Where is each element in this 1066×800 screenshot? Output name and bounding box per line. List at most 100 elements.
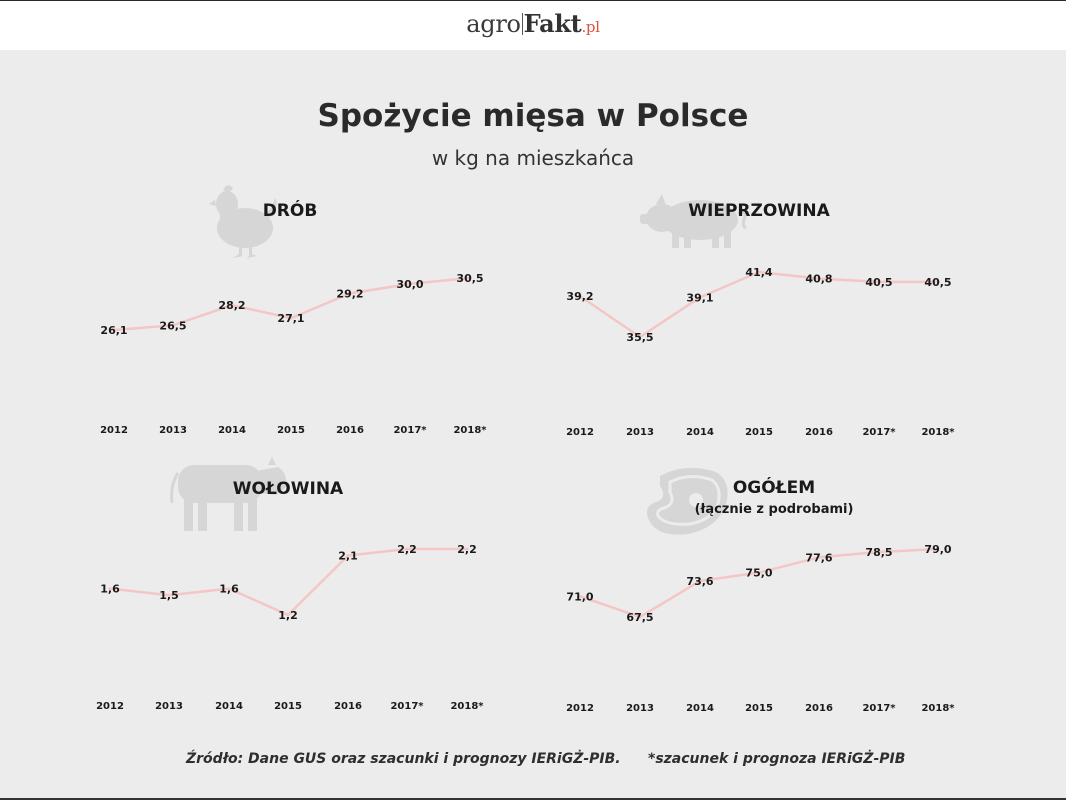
tick-label-2015: 2015 (274, 701, 302, 712)
data-label-2012: 39,2 (566, 290, 593, 303)
data-point-2017 (877, 550, 881, 554)
tick-label-2016: 2016 (805, 427, 833, 438)
data-point-2013 (167, 593, 171, 597)
chart-subtitle: (łącznie z podrobami) (695, 502, 854, 517)
data-label-2018: 2,2 (457, 543, 477, 556)
data-label-2014: 1,6 (219, 583, 239, 596)
cow-icon (170, 457, 287, 531)
data-label-2014: 28,2 (218, 299, 245, 312)
data-label-2012: 71,0 (566, 590, 593, 603)
data-label-2017: 40,5 (865, 276, 892, 289)
data-label-2018: 30,5 (456, 272, 483, 285)
estimate-note: *szacunek i prognoza IERiGŻ-PIB (648, 751, 906, 767)
data-point-2015 (286, 613, 290, 617)
chart-ogolem: OGÓŁEM (łącznie z podrobami) 71,0 2012 67,5 2… (566, 476, 955, 714)
data-point-2012 (112, 328, 116, 332)
series-line (109, 547, 467, 617)
source-note: Źródło: Dane GUS oraz szacunki i prognoz… (186, 751, 621, 767)
tick-label-2014: 2014 (218, 425, 246, 436)
chart-title: OGÓŁEM (733, 476, 815, 498)
tick-label-2017: 2017* (862, 427, 896, 438)
data-point-2012 (578, 294, 582, 298)
data-point-2015 (289, 316, 293, 320)
tick-label-2013: 2013 (626, 427, 654, 438)
data-label-2015: 27,1 (277, 312, 304, 325)
chart-title: WOŁOWINA (233, 479, 344, 499)
tick-label-2018: 2018* (921, 703, 955, 714)
chart-title: WIEPRZOWINA (688, 201, 830, 221)
data-label-2013: 35,5 (626, 331, 653, 344)
page-title: Spożycie mięsa w Polsce (317, 98, 749, 134)
tick-label-2017: 2017* (390, 701, 424, 712)
data-point-2013 (638, 335, 642, 339)
data-label-2012: 26,1 (100, 324, 127, 337)
tick-label-2018: 2018* (921, 427, 955, 438)
data-label-2014: 73,6 (686, 575, 713, 588)
data-label-2016: 40,8 (805, 273, 832, 286)
data-point-2014 (230, 303, 234, 307)
logo-agro: agro (466, 10, 521, 38)
chart-wieprzowina: WIEPRZOWINA 39,2 2012 35,5 2013 39,1 2014 41,4 2… (566, 201, 955, 438)
tick-label-2012: 2012 (566, 703, 594, 714)
chart-title: DRÓB (263, 199, 318, 221)
data-point-2017 (408, 282, 412, 286)
data-label-2013: 1,5 (159, 589, 179, 602)
tick-label-2014: 2014 (686, 427, 714, 438)
data-point-2012 (578, 594, 582, 598)
data-label-2013: 67,5 (626, 611, 653, 624)
data-point-2014 (698, 579, 702, 583)
agrofakt-logo[interactable]: agro Fakt.pl (0, 9, 1066, 38)
chart-wolowina: WOŁOWINA 1,6 2012 1,5 2013 1,6 2014 1,2 2015 2,1 2… (96, 479, 484, 712)
data-point-2016 (817, 277, 821, 281)
tick-label-2016: 2016 (334, 701, 362, 712)
data-point-2012 (108, 587, 112, 591)
tick-label-2016: 2016 (805, 703, 833, 714)
tick-label-2015: 2015 (745, 427, 773, 438)
pig-icon (640, 194, 747, 248)
tick-label-2018: 2018* (450, 701, 484, 712)
tick-label-2013: 2013 (155, 701, 183, 712)
data-label-2015: 75,0 (745, 567, 772, 580)
data-point-2013 (638, 615, 642, 619)
data-label-2015: 1,2 (278, 609, 298, 622)
data-label-2018: 40,5 (924, 276, 951, 289)
top-header: agro Fakt.pl (0, 0, 1066, 50)
tick-label-2017: 2017* (393, 425, 427, 436)
data-label-2017: 2,2 (397, 543, 417, 556)
data-point-2018 (465, 547, 469, 551)
tick-label-2015: 2015 (277, 425, 305, 436)
chart-drob: DRÓB 26,1 2012 26,5 2013 28,2 2014 27,1 2015 29,2… (100, 199, 487, 436)
data-label-2016: 77,6 (805, 551, 832, 564)
tick-label-2012: 2012 (566, 427, 594, 438)
data-point-2018 (468, 276, 472, 280)
data-label-2016: 2,1 (338, 550, 358, 563)
tick-label-2012: 2012 (96, 701, 124, 712)
data-point-2018 (936, 280, 940, 284)
data-point-2014 (227, 587, 231, 591)
data-label-2012: 1,6 (100, 583, 120, 596)
logo-divider (521, 13, 523, 35)
data-point-2018 (936, 547, 940, 551)
tick-label-2016: 2016 (336, 425, 364, 436)
data-point-2014 (698, 295, 702, 299)
tick-label-2014: 2014 (686, 703, 714, 714)
tick-label-2018: 2018* (453, 425, 487, 436)
tick-label-2015: 2015 (745, 703, 773, 714)
data-point-2016 (346, 554, 350, 558)
data-label-2014: 39,1 (686, 291, 713, 304)
data-point-2017 (405, 547, 409, 551)
steak-icon (647, 467, 728, 535)
data-point-2016 (348, 291, 352, 295)
tick-label-2013: 2013 (159, 425, 187, 436)
data-label-2013: 26,5 (159, 319, 186, 332)
tick-label-2012: 2012 (100, 425, 128, 436)
tick-label-2013: 2013 (626, 703, 654, 714)
logo-pl: .pl (581, 18, 600, 36)
data-label-2015: 41,4 (745, 266, 772, 279)
data-point-2013 (171, 323, 175, 327)
data-label-2016: 29,2 (336, 287, 363, 300)
page-subtitle: w kg na mieszkańca (431, 146, 635, 170)
data-point-2016 (817, 555, 821, 559)
data-point-2015 (757, 270, 761, 274)
bottom-border (0, 798, 1066, 800)
